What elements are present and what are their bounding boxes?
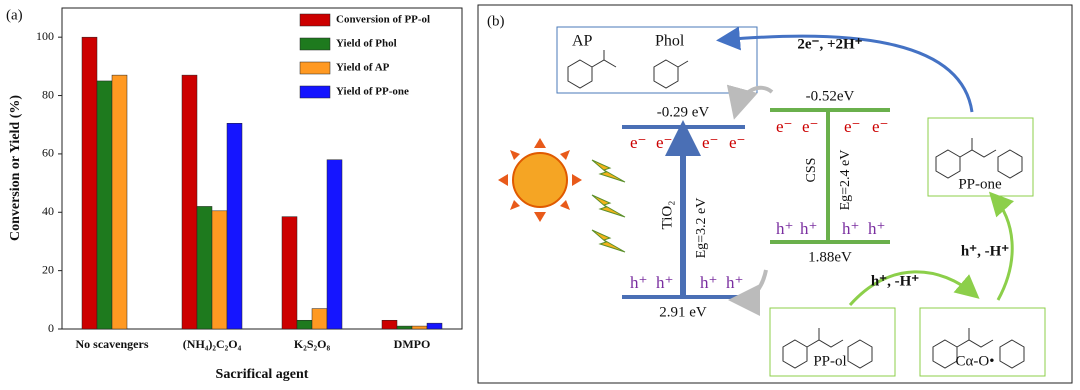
legend-swatch (299, 13, 331, 27)
molecule-label: PP-ol (813, 353, 846, 369)
hole: h⁺ (630, 273, 647, 292)
legend-label: Yield of PP-one (336, 86, 409, 98)
reaction-label: 2e⁻, +2H⁺ (797, 36, 862, 52)
bar (411, 325, 428, 330)
hole: h⁺ (842, 219, 859, 238)
x-tick-label: DMPO (394, 337, 431, 351)
reaction-label: h⁺, -H⁺ (961, 243, 1009, 259)
product-label: Phol (655, 33, 685, 50)
energy-label: 1.88eV (808, 249, 852, 265)
product-box (556, 26, 758, 94)
legend-swatch (299, 37, 331, 51)
electron: e⁻ (872, 117, 889, 136)
electron: e⁻ (702, 133, 719, 152)
energy-label: -0.29 eV (657, 104, 710, 120)
panel-label: (b) (487, 13, 505, 29)
hole: h⁺ (776, 219, 793, 238)
diagram-frame (477, 4, 1073, 384)
bar (226, 123, 243, 330)
panel-label: (a) (6, 7, 23, 23)
transfer-arrow (728, 269, 768, 316)
material-label: TiO₂ (659, 201, 675, 230)
molecule-label: PP-one (958, 176, 1002, 192)
legend-label: Yield of Phol (336, 38, 397, 50)
sun (498, 138, 626, 253)
y-tick-label: 0 (48, 321, 54, 335)
bar (81, 36, 98, 330)
bar (396, 325, 413, 330)
y-tick-label: 80 (42, 87, 54, 101)
bar (326, 159, 343, 330)
electron: e⁻ (630, 133, 647, 152)
molecule-label: Cα-O• (956, 353, 995, 369)
bar (281, 216, 298, 330)
bar (96, 80, 113, 330)
electron: e⁻ (802, 117, 819, 136)
legend-swatch (299, 61, 331, 75)
bar (181, 74, 198, 330)
diagram: (b) AP Phol 2e⁻, +2H⁺ (477, 4, 1073, 384)
reduction-arrow (716, 26, 974, 113)
energy-label: 2.91 eV (659, 304, 707, 320)
x-tick-label: No scavengers (76, 337, 149, 351)
molecule-box (927, 117, 1034, 197)
y-tick-label: 40 (42, 204, 54, 218)
bar (426, 322, 443, 330)
x-axis-title: Sacrifical agent (216, 367, 309, 382)
oxidation-arrow (848, 270, 980, 306)
gap-label: Eg=3.2 eV (694, 198, 709, 259)
reaction-label: h⁺, -H⁺ (871, 273, 919, 289)
bar (296, 319, 313, 330)
hole: h⁺ (656, 273, 673, 292)
bar (196, 206, 213, 330)
energy-label: -0.52eV (806, 88, 855, 104)
electrons: e⁻ e⁻ e⁻ e⁻ (630, 133, 746, 152)
legend-swatch (299, 85, 331, 99)
hole: h⁺ (868, 219, 885, 238)
product-label: AP (572, 33, 593, 50)
y-axis-title: Conversion or Yield (%) (8, 95, 23, 241)
y-tick-label: 100 (36, 29, 54, 43)
hole: h⁺ (700, 273, 717, 292)
electron: e⁻ (729, 133, 746, 152)
gap-label: Eg=2.4 eV (838, 150, 853, 211)
y-tick-label: 60 (42, 146, 54, 160)
x-tick-label: K₂S₂O₈ (294, 337, 331, 351)
transfer-arrow (726, 84, 774, 120)
electron: e⁻ (656, 133, 673, 152)
legend-label: Conversion of PP-ol (336, 14, 430, 26)
molecule-box (769, 307, 896, 377)
electrons: e⁻ e⁻ e⁻ e⁻ (776, 117, 889, 136)
molecule-box (919, 307, 1046, 377)
hole: h⁺ (800, 219, 817, 238)
legend-label: Yield of AP (336, 62, 390, 74)
molecules (567, 50, 1025, 369)
bar (311, 308, 328, 330)
plot-frame (61, 7, 463, 330)
electron: e⁻ (844, 117, 861, 136)
bar (111, 74, 128, 330)
holes: h⁺ h⁺ h⁺ h⁺ (776, 219, 885, 238)
electron: e⁻ (776, 117, 793, 136)
holes: h⁺ h⁺ h⁺ h⁺ (630, 273, 743, 292)
oxidation-arrow (988, 191, 1015, 301)
y-tick-label: 20 (42, 262, 54, 276)
x-tick-label: (NH₄)₂C₂O₄ (183, 337, 242, 351)
bar (211, 210, 228, 330)
material-label: CSS (804, 158, 819, 183)
hole: h⁺ (726, 273, 743, 292)
bar (381, 319, 398, 330)
